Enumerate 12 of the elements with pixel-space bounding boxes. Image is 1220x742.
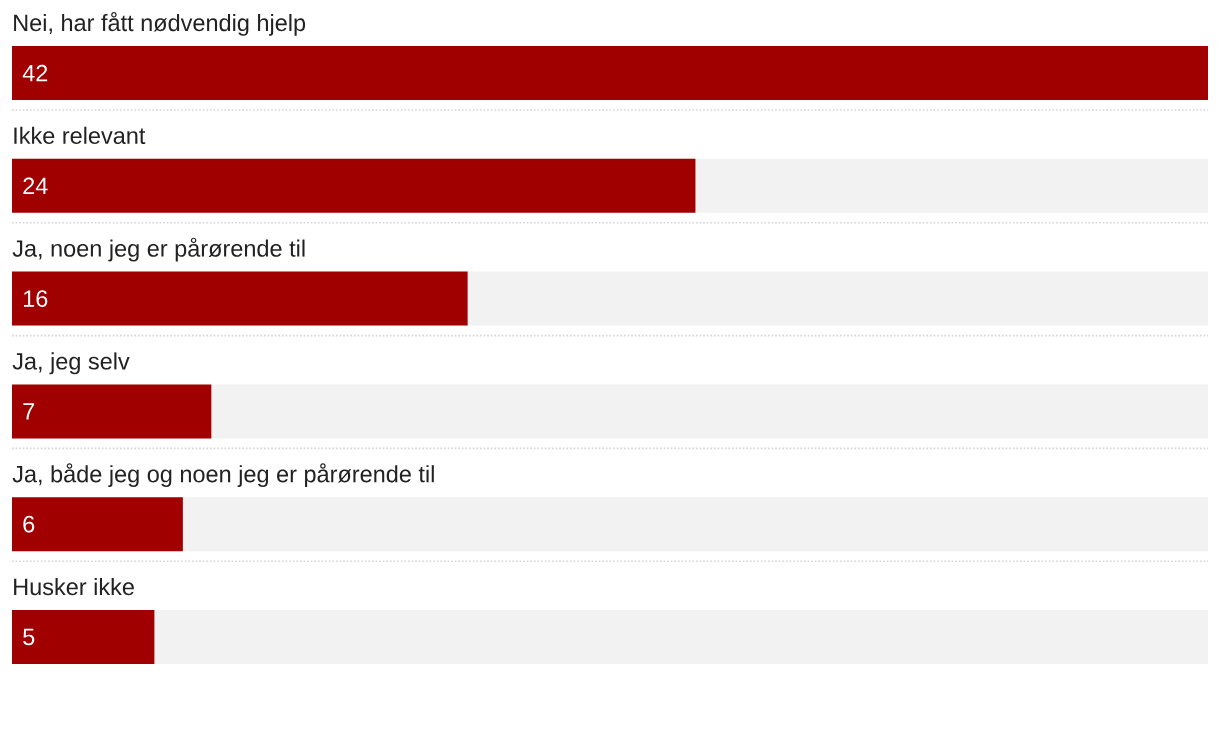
y-tick-label: Ikke relevant <box>14 126 146 145</box>
y-tick-label: Husker ikke <box>14 577 134 596</box>
y-tick-label: Ja, noen jeg er pårørende til <box>12 237 305 262</box>
data-label: 42 <box>22 64 48 82</box>
data-label: 16 <box>24 290 48 307</box>
data-label: 6 <box>23 515 35 533</box>
data-label: 7 <box>23 403 35 420</box>
data-label: 5 <box>23 628 35 646</box>
y-tick-label: Nei, har fått nødvendig hjelp <box>14 12 306 36</box>
data-label: 24 <box>23 177 48 194</box>
y-tick-label: Ja, både jeg og noen jeg er pårørende til <box>12 463 434 488</box>
y-tick-label: Ja, jeg selv <box>12 352 130 375</box>
